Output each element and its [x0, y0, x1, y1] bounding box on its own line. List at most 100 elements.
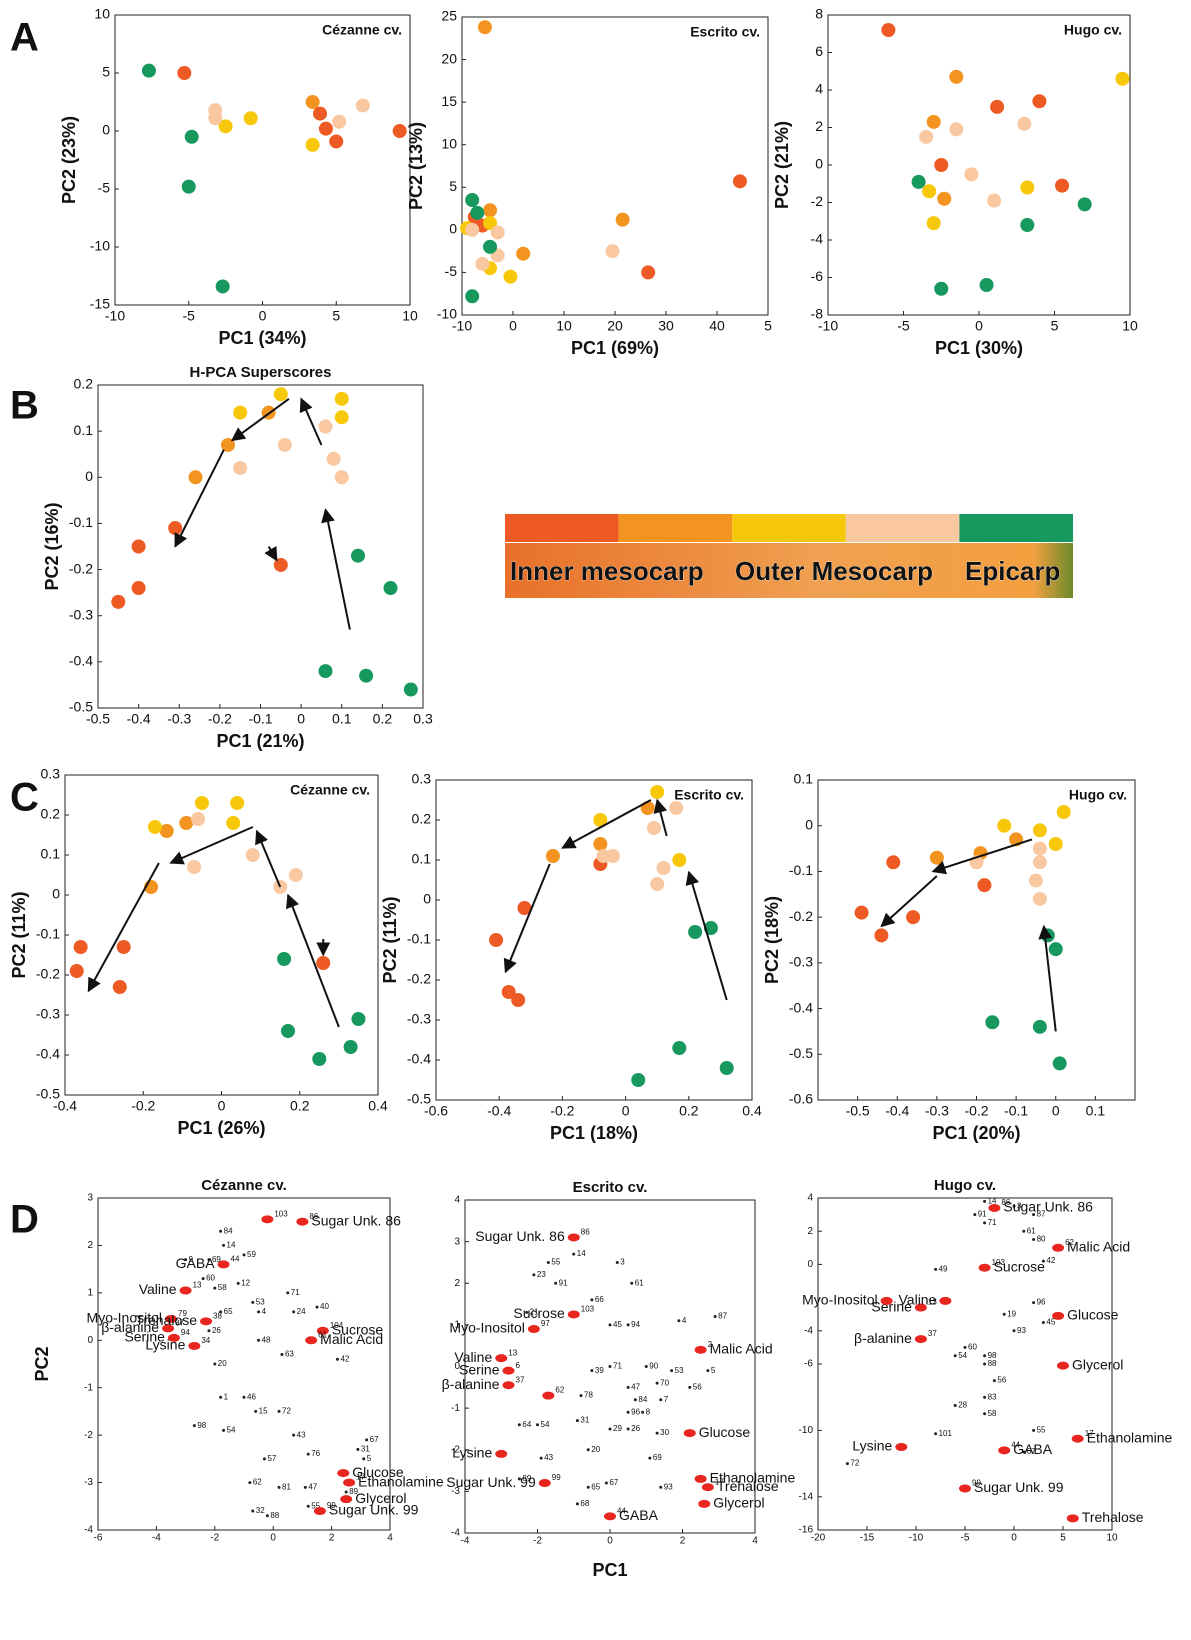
- point: [650, 877, 665, 891]
- point: [615, 212, 630, 227]
- x-tick-label: 0.4: [368, 1098, 388, 1114]
- point-id: 3: [620, 1258, 625, 1267]
- point: [641, 265, 656, 280]
- y-tick-label: -0.3: [36, 1006, 60, 1022]
- point: [312, 1052, 327, 1066]
- x-tick-label: -0.6: [424, 1103, 448, 1119]
- y-tick-label: -0.2: [69, 560, 93, 576]
- y-tick-label: -14: [799, 1491, 814, 1502]
- x-tick-label: 0: [270, 1533, 276, 1544]
- point-id: 37: [928, 1329, 937, 1338]
- point-id: 88: [988, 1359, 997, 1368]
- point-id: 84: [638, 1395, 647, 1404]
- point-id: 14: [227, 1241, 236, 1250]
- highlighted-point: [1071, 1434, 1084, 1443]
- loading-point: [184, 1258, 188, 1262]
- highlighted-point: [959, 1484, 971, 1493]
- point-id: 67: [609, 1478, 618, 1487]
- point: [226, 816, 241, 830]
- loading-point: [207, 1258, 211, 1262]
- y-tick-label: -4: [811, 231, 824, 247]
- y-tick-label: 1: [454, 1320, 460, 1331]
- arrow: [685, 870, 728, 1001]
- point: [112, 980, 127, 994]
- loading-point: [1032, 1238, 1036, 1241]
- point: [318, 664, 333, 679]
- point-id: 44: [231, 1255, 240, 1264]
- arrow: [286, 893, 340, 1028]
- point-id: 48: [262, 1335, 271, 1344]
- loading-point: [983, 1395, 987, 1399]
- x-tick-label: -10: [818, 318, 838, 334]
- loading-point: [242, 1395, 246, 1399]
- point-id: 3: [1017, 1201, 1022, 1210]
- point-id: 29: [613, 1424, 622, 1433]
- loading-point: [992, 1379, 996, 1383]
- point-id: 46: [247, 1392, 256, 1401]
- point-id: 8: [646, 1407, 651, 1416]
- point-id: 103: [992, 1258, 1006, 1267]
- point-id: 17: [356, 1473, 365, 1482]
- point: [329, 134, 344, 149]
- point-id: 19: [1007, 1309, 1016, 1318]
- point-id: 65: [591, 1482, 600, 1491]
- loading-point: [315, 1305, 319, 1309]
- point: [719, 1061, 734, 1075]
- y-tick-label: -6: [811, 268, 824, 284]
- point: [1020, 180, 1035, 195]
- point: [886, 855, 901, 870]
- point: [911, 174, 926, 189]
- compound-name: Sucrose: [513, 1305, 565, 1321]
- point: [383, 581, 398, 596]
- arrow: [264, 545, 278, 562]
- point-id: 30: [660, 1428, 669, 1437]
- arrow: [503, 863, 551, 974]
- loading-point: [335, 1357, 339, 1361]
- point: [1032, 841, 1047, 856]
- loading-point: [641, 1410, 645, 1414]
- x-tick-label: 10: [1106, 1533, 1118, 1544]
- y-tick-label: -0.1: [36, 926, 60, 942]
- loading-point: [292, 1433, 296, 1437]
- loading-point: [586, 1448, 590, 1452]
- y-tick-label: -3: [451, 1486, 460, 1497]
- loading-point: [934, 1432, 938, 1436]
- point: [69, 964, 84, 978]
- point-id: 58: [988, 1409, 997, 1418]
- legend-label: Outer Mesocarp: [735, 556, 933, 586]
- x-tick-label: -2: [210, 1533, 219, 1544]
- point-id: 86: [1001, 1198, 1010, 1207]
- x-tick-label: 0: [622, 1103, 630, 1119]
- y-tick-label: -0.4: [789, 999, 813, 1015]
- y-tick-label: 0.1: [794, 771, 814, 787]
- x-tick-label: -0.3: [925, 1103, 949, 1119]
- arrow: [169, 826, 254, 865]
- loading-point: [1012, 1329, 1016, 1333]
- point-id: 20: [591, 1445, 600, 1454]
- y-tick-label: -0.5: [407, 1091, 431, 1107]
- loading-point: [262, 1457, 266, 1461]
- point-id: 4: [262, 1307, 267, 1316]
- loading-point: [201, 1277, 205, 1281]
- x-tick-label: -10: [909, 1533, 924, 1544]
- point-id: 40: [320, 1302, 329, 1311]
- x-tick-label: 0.1: [332, 711, 352, 727]
- point-id: 67: [1027, 1447, 1036, 1456]
- y-tick-label: -0.1: [69, 514, 93, 530]
- point-id: 60: [968, 1343, 977, 1352]
- loading-point: [670, 1369, 674, 1373]
- x-tick-label: 0.2: [679, 1103, 699, 1119]
- loading-point: [633, 1398, 637, 1402]
- loading-point: [655, 1431, 659, 1435]
- point-id: 96: [631, 1407, 640, 1416]
- point: [305, 95, 320, 109]
- point-id: 90: [649, 1362, 658, 1371]
- loading-point: [356, 1447, 360, 1451]
- y-tick-label: 0: [815, 156, 823, 172]
- point-id: 71: [291, 1288, 300, 1297]
- point: [465, 222, 480, 237]
- y-tick-label: -0.1: [789, 862, 813, 878]
- point: [233, 405, 248, 420]
- y-tick-label: -16: [799, 1525, 814, 1536]
- compound-name: GABA: [619, 1507, 659, 1523]
